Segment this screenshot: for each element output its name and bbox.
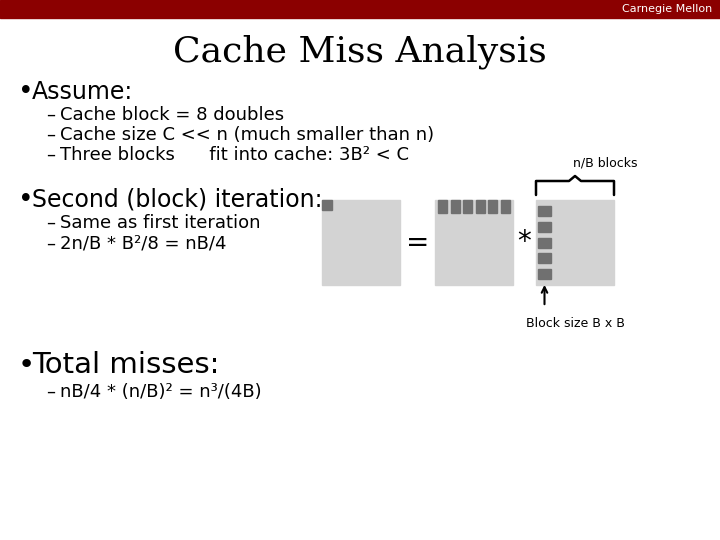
Bar [538,206,551,216]
Text: Same as first iteration: Same as first iteration [60,214,261,232]
Text: –: – [46,383,55,401]
Bar [322,200,400,285]
Bar [536,200,614,285]
Text: –: – [46,126,55,144]
Text: 2n/B * B²/8 = nB/4: 2n/B * B²/8 = nB/4 [60,235,227,253]
Bar [463,200,472,213]
Bar [488,200,497,213]
Text: *: * [517,228,531,256]
Text: Three blocks      fit into cache: 3B² < C: Three blocks fit into cache: 3B² < C [60,146,409,164]
Bar [500,200,510,213]
Bar [538,269,551,279]
Bar [538,253,551,264]
Text: =: = [406,228,430,256]
Bar [476,200,485,213]
Bar [435,200,513,285]
Text: •: • [18,79,34,105]
Bar [451,200,460,213]
Text: Second (block) iteration:: Second (block) iteration: [32,188,323,212]
Text: Cache size C << n (much smaller than n): Cache size C << n (much smaller than n) [60,126,434,144]
Text: –: – [46,235,55,253]
Text: –: – [46,106,55,124]
Text: •: • [18,351,35,379]
Text: n/B blocks: n/B blocks [572,157,637,170]
Text: nB/4 * (n/B)² = n³/(4B): nB/4 * (n/B)² = n³/(4B) [60,383,261,401]
Text: •: • [18,187,34,213]
Text: –: – [46,146,55,164]
Bar [538,221,551,232]
Text: –: – [46,214,55,232]
Bar [538,238,551,247]
Text: Cache block = 8 doubles: Cache block = 8 doubles [60,106,284,124]
Text: Cache Miss Analysis: Cache Miss Analysis [173,35,547,69]
Text: Total misses:: Total misses: [32,351,220,379]
Text: Carnegie Mellon: Carnegie Mellon [622,4,712,14]
Text: Block size B x B: Block size B x B [526,317,624,330]
Bar [438,200,447,213]
Bar [322,200,332,210]
Text: Assume:: Assume: [32,80,133,104]
Bar [0,0,720,18]
